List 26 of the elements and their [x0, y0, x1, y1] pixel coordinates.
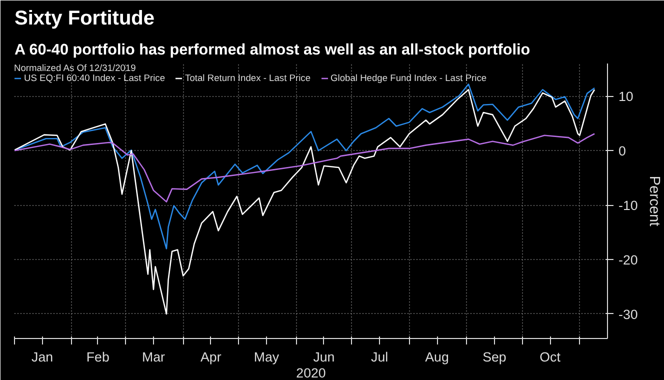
line-series: [14, 88, 596, 315]
x-tick-label: May: [254, 350, 280, 364]
line-series: [14, 133, 596, 202]
x-tick-label: Oct: [540, 350, 561, 364]
x-tick-label: Jan: [32, 350, 54, 364]
x-tick-label: Feb: [86, 350, 110, 364]
line-series: [14, 84, 596, 250]
y-tick-label: 0: [618, 144, 626, 159]
y-tick-label: -30: [618, 306, 638, 322]
chart-subtitle: A 60-40 portfolio has performed almost as well as an all-stock portfolio: [14, 42, 530, 58]
x-axis-title: 2020: [296, 366, 326, 380]
x-tick-label: Jul: [371, 350, 388, 364]
x-tick-label: Sep: [482, 350, 506, 364]
legend-label: US EQ:FI 60:40 Index - Last Price: [24, 73, 166, 83]
x-tick-label: Aug: [425, 350, 449, 364]
x-tick-label: Jun: [313, 350, 335, 364]
chart-title: Sixty Fortitude: [14, 8, 155, 30]
y-axis-title: Percent: [646, 176, 662, 226]
legend-label: Global Hedge Fund Index - Last Price: [330, 73, 487, 83]
legend-label: Total Return Index - Last Price: [185, 73, 311, 83]
y-tick-label: 10: [618, 89, 634, 104]
y-tick-label: -20: [618, 252, 638, 268]
x-tick-label: Mar: [142, 350, 166, 364]
legend-title: Normalized As Of 12/31/2019: [14, 63, 137, 73]
y-tick-label: -10: [618, 198, 638, 214]
x-tick-label: Apr: [200, 350, 222, 364]
